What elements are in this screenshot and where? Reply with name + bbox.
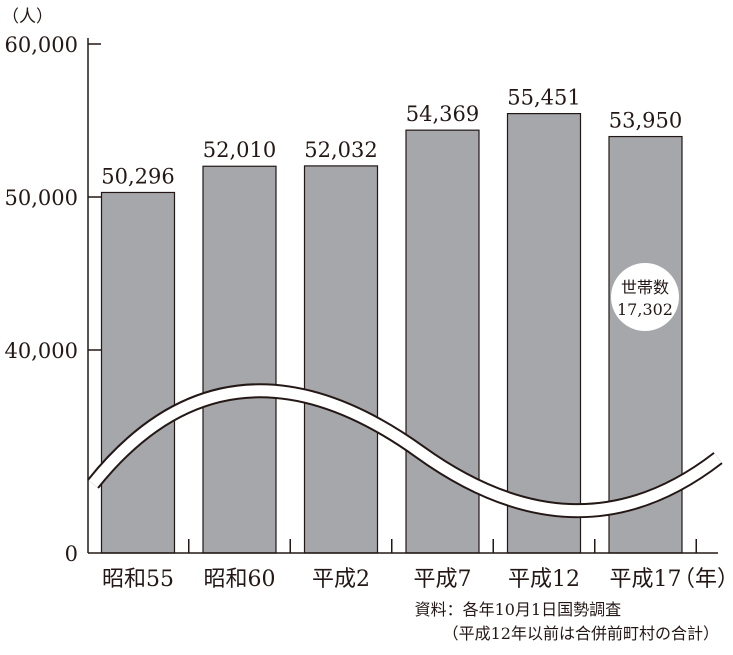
y-tick-label: 60,000 [5, 33, 78, 57]
y-tick-label: 40,000 [5, 339, 78, 363]
annotation-circle [611, 263, 679, 331]
source-line-1: 資料：各年10月1日国勢調査 [414, 600, 622, 619]
bar-value-label: 53,950 [609, 109, 682, 133]
annotation-value: 17,302 [617, 300, 673, 319]
x-tick-label: 昭和55 [102, 567, 174, 592]
x-tick-label: 平成17 [610, 567, 682, 592]
axes-group [87, 38, 718, 554]
axis-break-gap [88, 385, 722, 517]
bar [202, 165, 277, 554]
bar-value-label: 52,010 [203, 138, 276, 162]
x-tick-label: 平成7 [414, 567, 472, 592]
x-axis-labels: 昭和55 昭和60 平成2 平成7 平成12 平成17 [102, 567, 682, 592]
value-labels-group: 50,296 52,010 52,032 54,369 55,451 53,950 [101, 86, 682, 189]
y-unit-label: （人） [2, 7, 53, 27]
bars-group [100, 112, 683, 554]
annotation-title: 世帯数 [621, 278, 669, 297]
x-tick-label: 平成2 [312, 567, 370, 592]
bar-chart: （人） 0 40,000 50,000 60,000 50,296 52,010 52,0… [2, 7, 733, 592]
bar [100, 191, 176, 554]
bar [303, 165, 379, 554]
x-tick-label: 平成12 [508, 567, 580, 592]
bar [506, 112, 582, 554]
bar-value-label: 52,032 [304, 138, 377, 162]
source-line-2: （平成12年以前は合併前町村の合計） [442, 624, 719, 643]
bar-value-label: 54,369 [406, 102, 479, 126]
x-tick-label: 昭和60 [204, 567, 276, 592]
y-tick-label: 0 [65, 542, 78, 566]
household-annotation: 世帯数 17,302 [611, 263, 679, 331]
y-axis-ticks: 0 40,000 50,000 60,000 [5, 33, 101, 566]
y-tick-label: 50,000 [5, 186, 78, 210]
bar-value-label: 55,451 [507, 86, 580, 110]
x-unit-label: （年） [673, 567, 733, 592]
axis-break-band [87, 383, 723, 519]
source-note: 資料：各年10月1日国勢調査 （平成12年以前は合併前町村の合計） [415, 598, 719, 646]
bar-value-label: 50,296 [101, 164, 174, 188]
